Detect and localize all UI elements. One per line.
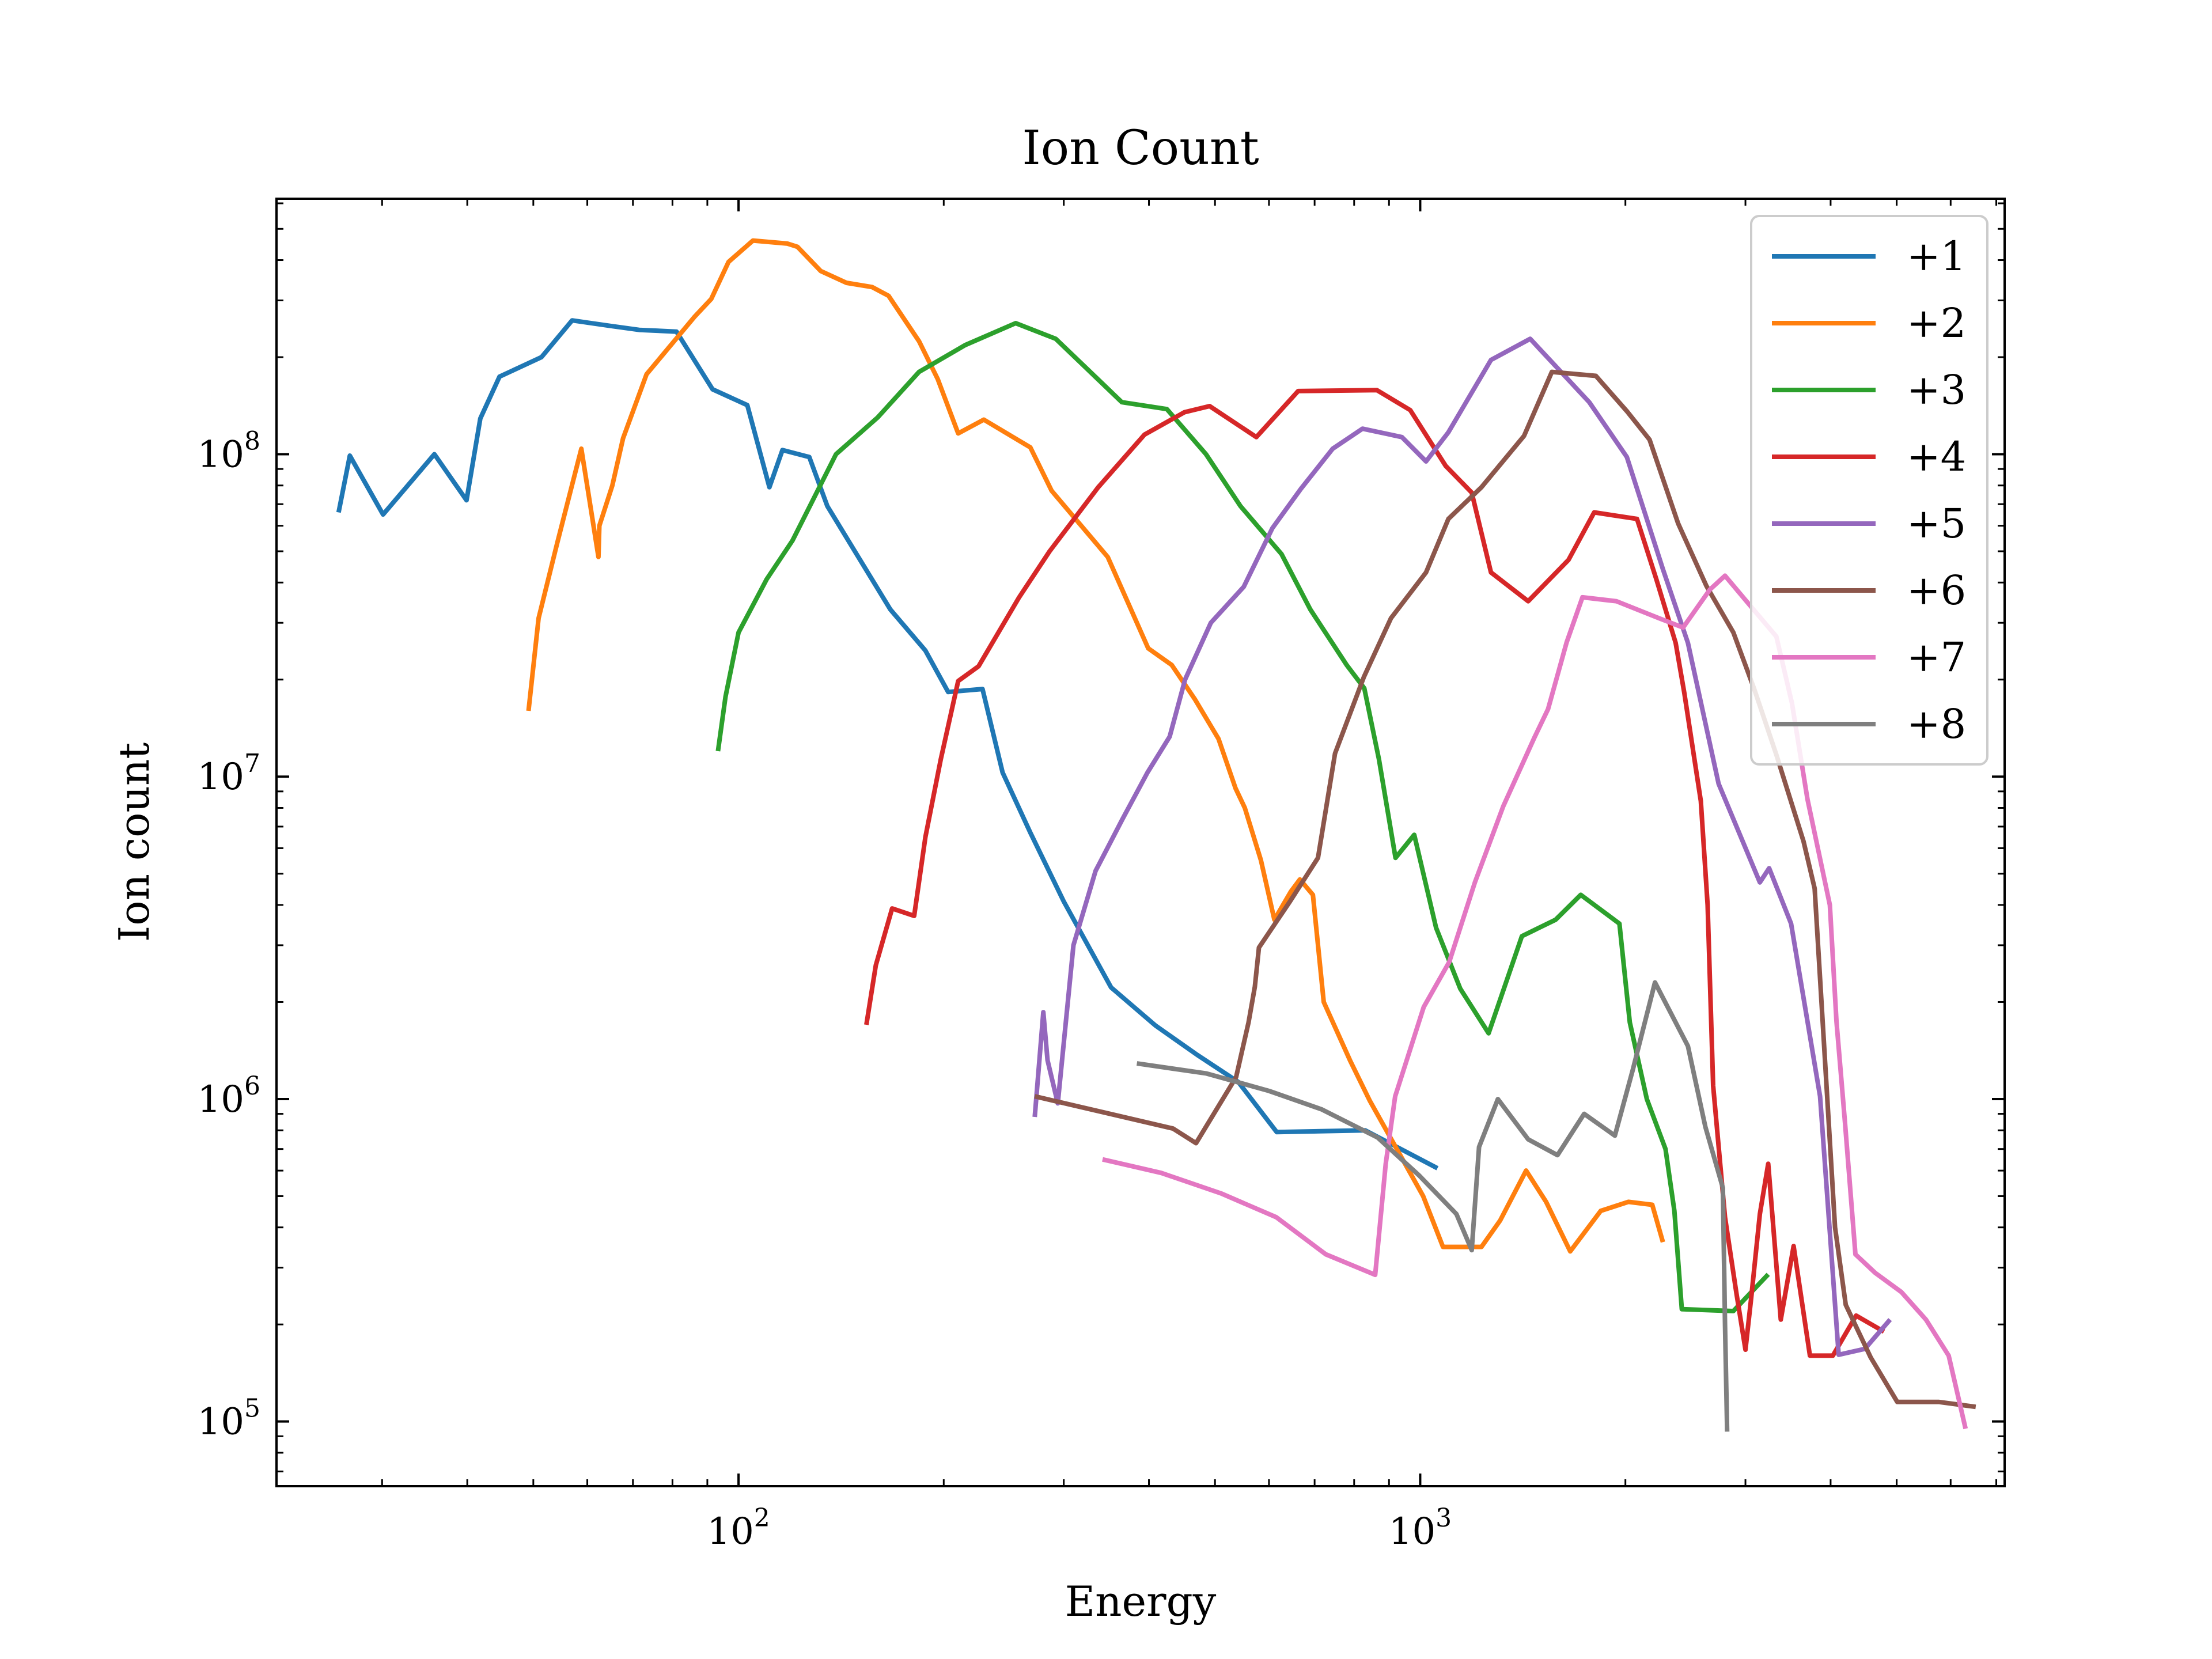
legend: +1 +2 +3 +4 +5 +6 +7 +8 xyxy=(1750,215,1988,766)
x-axis-label: Energy xyxy=(1065,1577,1217,1626)
x-tick-label: 103 xyxy=(1389,1503,1452,1553)
y-tick-label: 105 xyxy=(198,1394,260,1444)
series-lines xyxy=(336,238,1976,1432)
legend-label: +1 xyxy=(1907,233,1966,280)
y-tick-label: 107 xyxy=(198,749,260,798)
series-line-plus1 xyxy=(336,318,1439,1171)
series-line-plus7 xyxy=(1102,573,1968,1430)
chart-title: Ion Count xyxy=(1022,121,1259,176)
legend-label: +4 xyxy=(1907,433,1966,480)
y-tick-label: 108 xyxy=(198,427,260,476)
legend-label: +2 xyxy=(1907,300,1966,347)
series-line-plus5 xyxy=(1032,336,1892,1357)
series-line-plus4 xyxy=(864,388,1885,1358)
axes-frame xyxy=(275,198,2006,1487)
legend-label: +3 xyxy=(1907,366,1966,414)
legend-label: +6 xyxy=(1907,567,1966,614)
tick-labels: 102 103 105 106 107 108 xyxy=(198,427,1452,1553)
y-tick-label: 106 xyxy=(198,1071,260,1121)
series-line-plus6 xyxy=(1034,369,1976,1410)
legend-label: +8 xyxy=(1907,700,1966,748)
series-line-plus8 xyxy=(1137,980,1730,1432)
legend-label: +5 xyxy=(1907,500,1966,547)
x-tick-label: 102 xyxy=(707,1503,770,1553)
legend-label: +7 xyxy=(1907,634,1966,681)
series-line-plus3 xyxy=(715,321,1770,1313)
legend-box xyxy=(1750,215,1988,766)
y-axis-label: Ion count xyxy=(110,743,158,942)
